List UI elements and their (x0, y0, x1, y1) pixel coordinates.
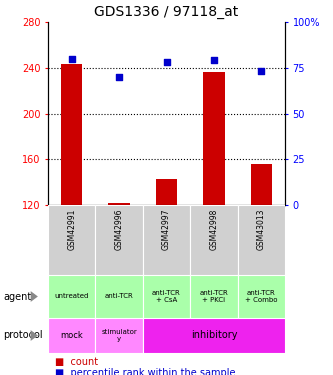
Text: mock: mock (60, 331, 83, 340)
Text: GDS1336 / 97118_at: GDS1336 / 97118_at (94, 5, 239, 19)
Text: GSM42991: GSM42991 (67, 209, 76, 250)
Bar (95, 318, 143, 353)
Bar (48, 318, 95, 353)
Point (211, 57, 216, 63)
Bar (203, 72, 224, 205)
Polygon shape (31, 291, 38, 302)
Bar (109, 203, 130, 205)
Bar (156, 179, 177, 205)
Bar (143, 275, 190, 318)
Text: agent: agent (3, 291, 32, 302)
Text: inhibitory: inhibitory (191, 330, 237, 340)
Text: GSM42997: GSM42997 (162, 209, 171, 250)
Text: GSM42998: GSM42998 (209, 209, 218, 250)
Bar (251, 164, 272, 205)
Text: GSM42996: GSM42996 (115, 209, 124, 250)
Text: GSM43013: GSM43013 (257, 209, 266, 250)
Text: stimulator
y: stimulator y (101, 329, 137, 342)
Bar (190, 275, 238, 318)
Text: ■  count: ■ count (55, 357, 98, 368)
Text: untreated: untreated (55, 294, 89, 300)
Text: anti-TCR
+ CsA: anti-TCR + CsA (152, 290, 181, 303)
Bar (238, 205, 285, 275)
Point (69, 56, 74, 62)
Text: ■  percentile rank within the sample: ■ percentile rank within the sample (55, 368, 235, 375)
Text: protocol: protocol (3, 330, 43, 340)
Bar (190, 205, 238, 275)
Point (164, 59, 169, 65)
Polygon shape (31, 330, 38, 341)
Bar (143, 205, 190, 275)
Text: anti-TCR
+ PKCi: anti-TCR + PKCi (199, 290, 228, 303)
Bar (238, 275, 285, 318)
Bar (143, 318, 285, 353)
Point (117, 74, 122, 80)
Point (259, 68, 264, 74)
Bar (95, 275, 143, 318)
Bar (48, 205, 95, 275)
Bar (48, 275, 95, 318)
Text: anti-TCR: anti-TCR (105, 294, 134, 300)
Bar (61, 64, 82, 205)
Text: anti-TCR
+ Combo: anti-TCR + Combo (245, 290, 277, 303)
Bar (95, 205, 143, 275)
